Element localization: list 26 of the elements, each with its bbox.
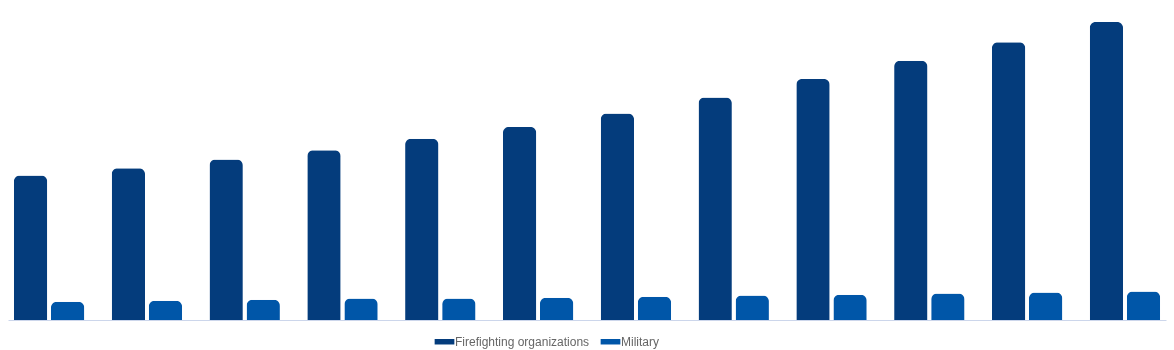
bar [991, 42, 1026, 320]
bar [833, 294, 867, 320]
bar [539, 297, 574, 320]
bar [637, 296, 672, 320]
legend-label: Military [621, 334, 659, 349]
bar [735, 295, 769, 320]
bar [405, 138, 439, 320]
bar [698, 97, 732, 320]
bar [931, 293, 965, 320]
bar [600, 113, 635, 320]
bar [796, 78, 830, 320]
bar [442, 298, 476, 320]
bar [502, 126, 537, 320]
bar [894, 60, 928, 320]
bar [1089, 22, 1124, 320]
bar [148, 300, 183, 320]
bar [111, 168, 146, 320]
bar [1126, 291, 1161, 320]
bar [50, 301, 85, 320]
bar [344, 298, 378, 320]
bar [246, 299, 280, 320]
bar [209, 159, 243, 320]
legend-label: Firefighting organizations [455, 334, 590, 349]
bar [1028, 292, 1063, 320]
bar [13, 175, 48, 320]
bar [307, 150, 341, 320]
